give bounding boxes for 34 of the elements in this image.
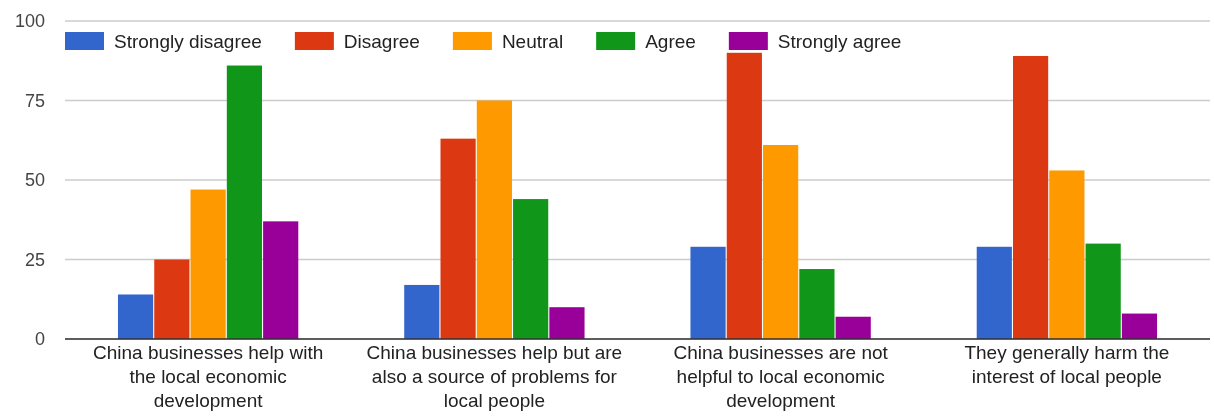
bar bbox=[835, 316, 871, 339]
bar bbox=[476, 100, 512, 339]
bar bbox=[263, 221, 299, 339]
x-tick-label: China businesses help but are also a source of problems for local people bbox=[366, 342, 623, 411]
bar bbox=[190, 189, 226, 339]
bar bbox=[1085, 243, 1121, 339]
bar bbox=[726, 52, 762, 339]
bar bbox=[117, 294, 154, 339]
x-tick-label: China businesses help with the local economic development bbox=[93, 342, 324, 411]
bar bbox=[440, 138, 476, 339]
legend-label: Strongly disagree bbox=[114, 30, 262, 52]
legend-label: Agree bbox=[645, 30, 696, 52]
bar bbox=[404, 284, 440, 339]
x-tick-label: They generally harm the interest of local people bbox=[964, 342, 1170, 387]
bar bbox=[154, 259, 190, 339]
y-tick-label: 50 bbox=[24, 170, 45, 191]
bar bbox=[1121, 313, 1158, 339]
x-tick-label: China businesses are not helpful to local economic development bbox=[673, 342, 889, 411]
bar bbox=[690, 246, 726, 339]
legend-label: Disagree bbox=[343, 30, 420, 52]
y-tick-label: 75 bbox=[24, 90, 45, 111]
y-tick-label: 100 bbox=[14, 11, 45, 32]
bar bbox=[1012, 55, 1049, 339]
legend-label: Neutral bbox=[501, 30, 564, 52]
y-tick-label: 0 bbox=[34, 329, 45, 350]
bar bbox=[226, 65, 263, 339]
bar bbox=[976, 246, 1012, 339]
bar bbox=[513, 199, 549, 339]
bar bbox=[1049, 170, 1085, 339]
bar bbox=[763, 145, 799, 339]
bar bbox=[549, 307, 585, 339]
legend-label: Strongly agree bbox=[777, 30, 902, 52]
bar bbox=[799, 269, 835, 339]
y-tick-label: 25 bbox=[24, 249, 45, 270]
